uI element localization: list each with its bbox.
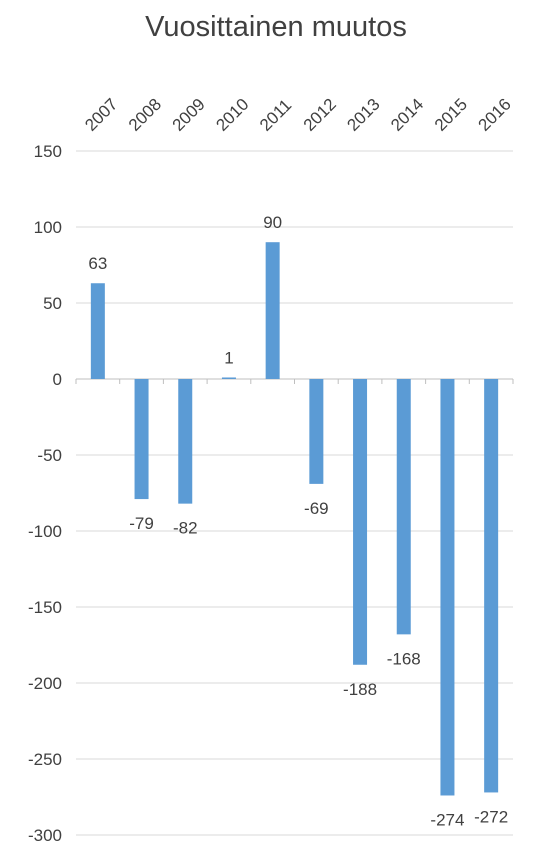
y-tick-label: 50: [43, 294, 62, 313]
axes: [75, 378, 514, 384]
x-tick-label: 2016: [475, 95, 515, 135]
chart-title: Vuosittainen muutos: [145, 11, 407, 43]
bar-2011: [265, 242, 280, 379]
x-tick-label: 2010: [212, 95, 252, 135]
data-label: 1: [224, 348, 233, 367]
y-axis-ticks: 150 100 50 0 -50 -100 -150 -200 -250 -300: [28, 142, 62, 843]
y-tick-label: 0: [53, 370, 62, 389]
y-tick-label: -250: [28, 750, 62, 769]
x-tick-label: 2012: [300, 95, 340, 135]
bar-2007: [90, 283, 105, 379]
bar-2015: [440, 379, 455, 796]
bar-2009: [178, 379, 193, 504]
bars: [90, 242, 499, 796]
bar-2012: [309, 379, 324, 484]
x-tick-label: 2013: [343, 95, 383, 135]
y-tick-label: -100: [28, 522, 62, 541]
data-label: -168: [387, 649, 421, 668]
data-labels: 63 -79 -82 1 90 -69 -188 -168 -274 -272: [88, 213, 508, 829]
bar-2013: [353, 379, 368, 665]
x-tick-label: 2011: [256, 96, 295, 135]
data-label: -188: [343, 680, 377, 699]
y-tick-label: -300: [28, 826, 62, 843]
x-tick-label: 2014: [387, 95, 427, 135]
data-label: -272: [474, 807, 508, 826]
data-label: 90: [263, 213, 282, 232]
x-tick-label: 2015: [431, 95, 471, 135]
data-label: -82: [173, 519, 198, 538]
y-tick-label: -50: [37, 446, 62, 465]
data-label: -274: [430, 810, 464, 829]
x-tick-label: 2009: [169, 95, 209, 135]
x-tick-label: 2008: [125, 95, 165, 135]
bar-2010: [221, 377, 236, 379]
data-label: -69: [304, 499, 329, 518]
y-tick-label: 150: [34, 142, 62, 161]
y-tick-label: 100: [34, 218, 62, 237]
bar-2008: [134, 379, 149, 500]
data-label: 63: [88, 254, 107, 273]
data-label: -79: [129, 514, 154, 533]
bar-2016: [484, 379, 499, 793]
y-tick-label: -200: [28, 674, 62, 693]
gridlines: [76, 150, 513, 836]
bar-2014: [396, 379, 411, 635]
y-tick-label: -150: [28, 598, 62, 617]
x-axis-ticks: 2007 2008 2009 2010 2011 2012 2013 2014 2015 2016: [81, 95, 514, 135]
x-tick-label: 2007: [81, 95, 121, 135]
